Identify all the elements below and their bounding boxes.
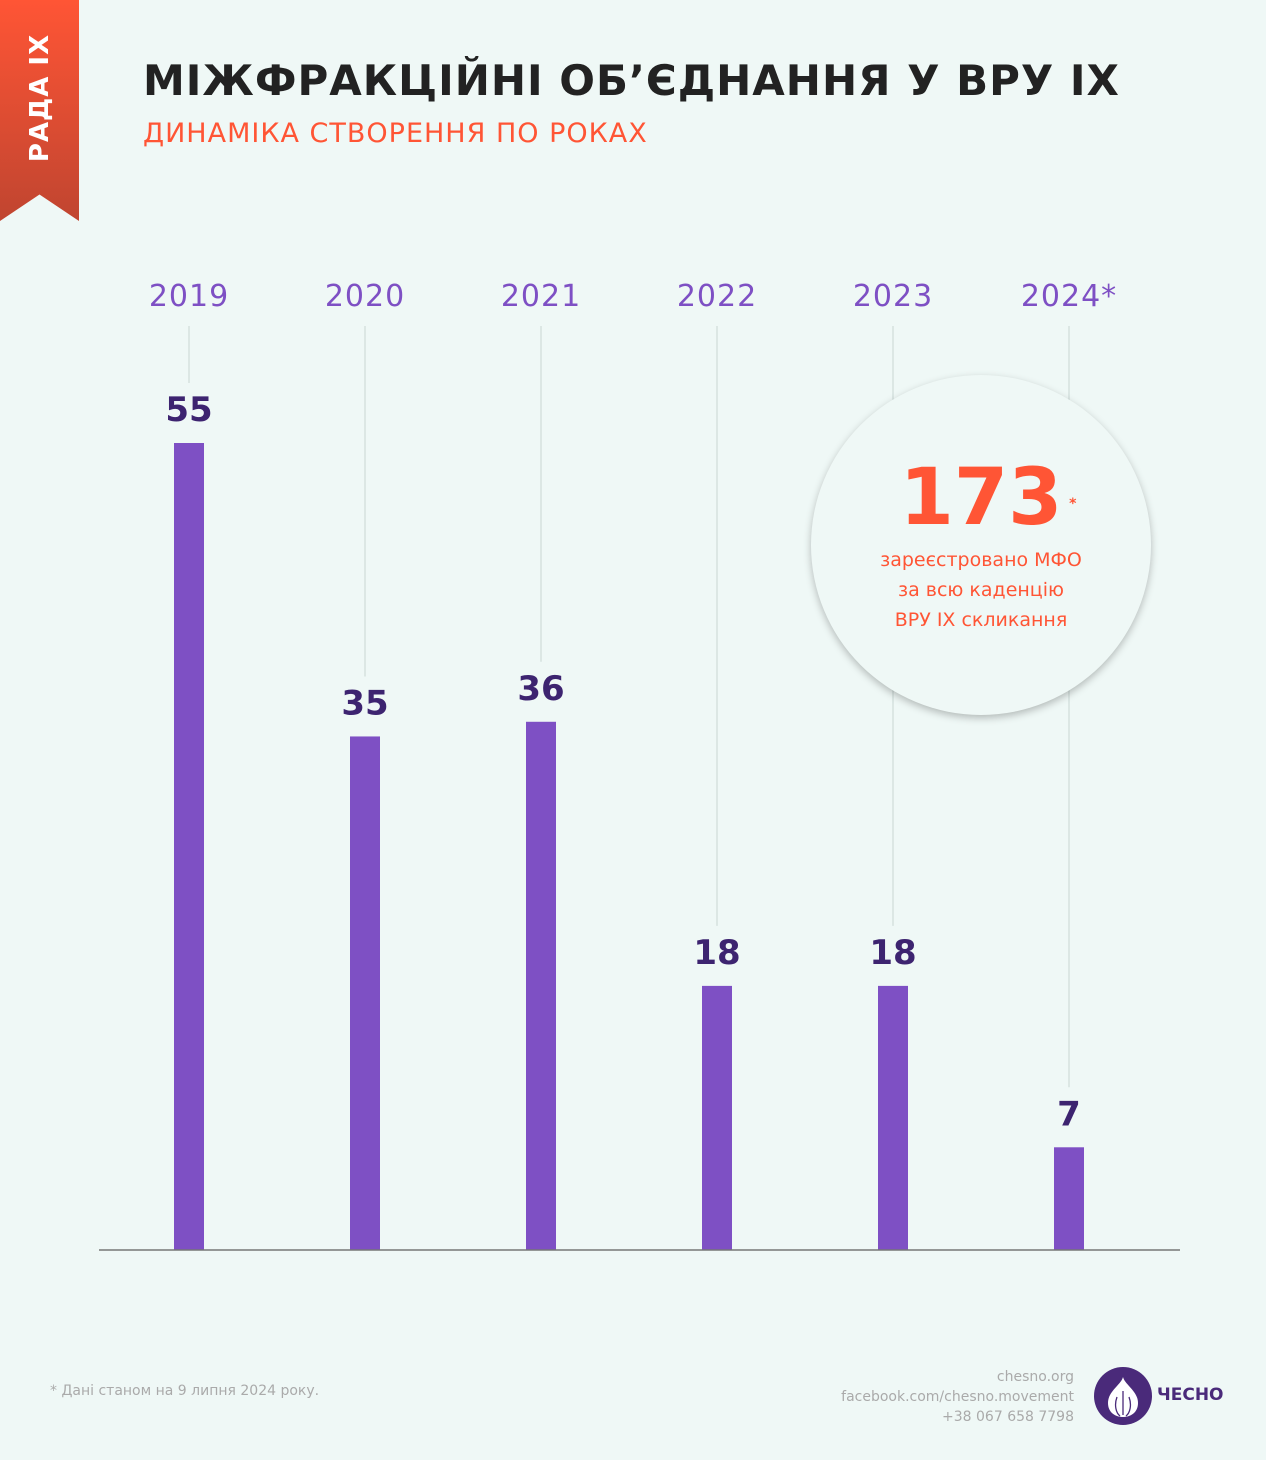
- page-title: МІЖФРАКЦІЙНІ ОБ’ЄДНАННЯ У ВРУ IX: [143, 56, 1120, 105]
- total-footnote-mark: *: [1069, 496, 1077, 512]
- year-tick-label: 2019: [149, 279, 229, 314]
- bar: [702, 985, 732, 1250]
- callout-line: за всю каденцію: [897, 579, 1065, 601]
- year-tick-label: 2024*: [1021, 279, 1117, 314]
- page-subtitle: ДИНАМІКА СТВОРЕННЯ ПО РОКАХ: [143, 118, 648, 149]
- bar: [174, 443, 204, 1250]
- bar: [526, 721, 556, 1250]
- bar: [878, 985, 908, 1250]
- value-label: 7: [1057, 1094, 1081, 1134]
- value-label: 55: [165, 390, 212, 430]
- bar: [1054, 1147, 1084, 1250]
- value-label: 18: [869, 933, 916, 973]
- value-label: 18: [693, 933, 740, 973]
- year-tick-label: 2023: [853, 279, 933, 314]
- phone: +38 067 658 7798: [942, 1409, 1074, 1425]
- footnote: * Дані станом на 9 липня 2024 року.: [50, 1383, 320, 1399]
- website-link[interactable]: chesno.org: [996, 1369, 1074, 1385]
- callout-line: зареєстровано МФО: [880, 549, 1082, 571]
- year-tick-label: 2020: [325, 279, 405, 314]
- facebook-link[interactable]: facebook.com/chesno.movement: [841, 1389, 1074, 1405]
- bar: [350, 736, 380, 1250]
- total-value: 173: [899, 453, 1063, 543]
- value-label: 36: [517, 669, 564, 709]
- total-callout: 173 * зареєстровано МФО за всю каденцію В…: [811, 375, 1151, 715]
- year-tick-label: 2021: [501, 279, 581, 314]
- garlic-logo-icon: [1094, 1367, 1152, 1425]
- ribbon-badge: РАДА IX: [0, 0, 79, 221]
- contacts: chesno.org facebook.com/chesno.movement …: [841, 1367, 1074, 1427]
- logo-text: ЧЕСНО: [1157, 1385, 1224, 1405]
- callout-line: ВРУ IX скликання: [894, 609, 1068, 631]
- value-label: 35: [341, 683, 388, 723]
- year-tick-label: 2022: [677, 279, 757, 314]
